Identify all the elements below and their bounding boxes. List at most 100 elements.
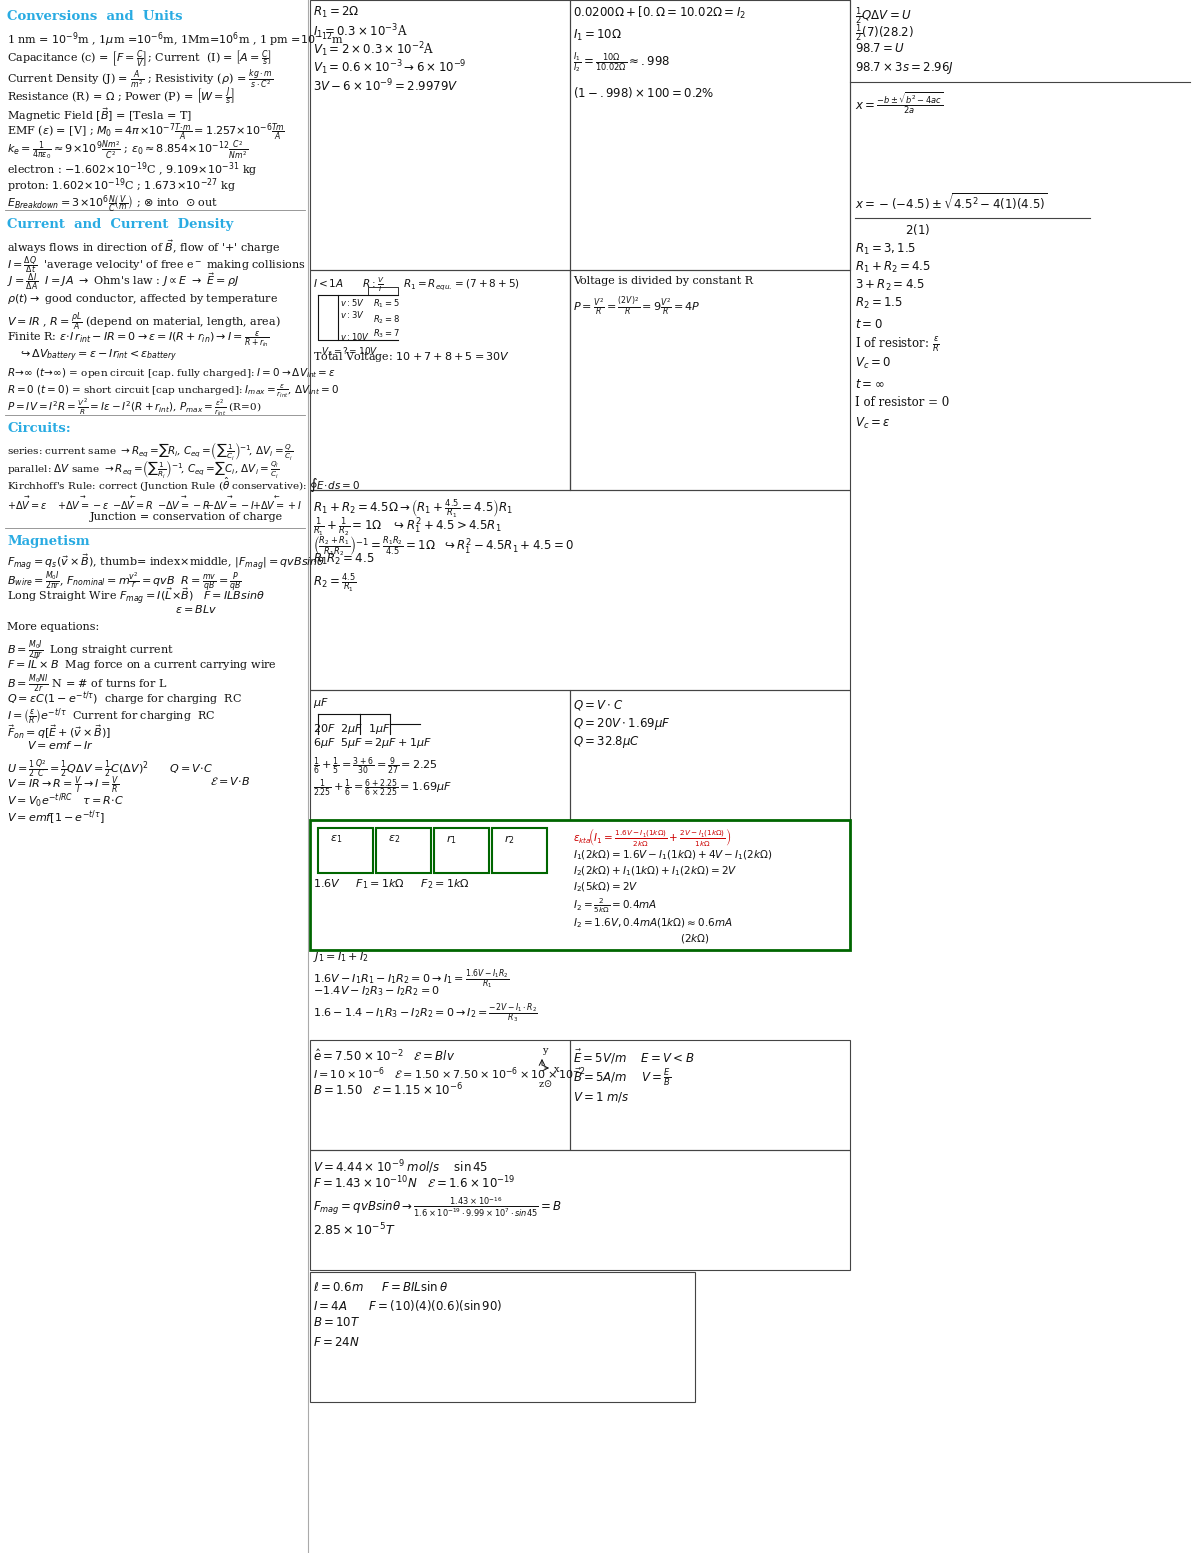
Text: Current Density (J) = $\frac{A}{m^2}$ ; Resistivity ($\rho$) = $\frac{kg\cdot m}: Current Density (J) = $\frac{A}{m^2}$ ; … <box>7 68 274 92</box>
Text: $\overset{\leftarrow}{+\Delta V=+I}$: $\overset{\leftarrow}{+\Delta V=+I}$ <box>252 494 302 512</box>
Text: Capacitance (c) = $\left[F=\frac{C}{V}\right]$; Current  (I) = $\left[A = \frac{: Capacitance (c) = $\left[F=\frac{C}{V}\r… <box>7 48 272 68</box>
Bar <box>310 0 570 270</box>
Text: Current  and  Current  Density: Current and Current Density <box>7 217 233 231</box>
Text: $\frac{1}{2}(7)(28.2)$: $\frac{1}{2}(7)(28.2)$ <box>854 22 914 43</box>
Text: Junction = conservation of charge: Junction = conservation of charge <box>90 512 283 522</box>
Text: $Q = 32.8\mu C$: $Q = 32.8\mu C$ <box>574 735 640 750</box>
Text: $\vec{B}=5A/m$    $V=\frac{E}{B}$: $\vec{B}=5A/m$ $V=\frac{E}{B}$ <box>574 1065 672 1087</box>
Text: $R_1 = 3, 1.5$: $R_1 = 3, 1.5$ <box>854 242 917 258</box>
Text: $F=1.43\times10^{-10}N$   $\mathcal{E}=1.6\times10^{-19}$: $F=1.43\times10^{-10}N$ $\mathcal{E}=1.6… <box>313 1176 515 1191</box>
Text: proton: $1.602\!\times\!10^{-19}$C ; $1.673\!\times\!10^{-27}$ kg: proton: $1.602\!\times\!10^{-19}$C ; $1.… <box>7 175 236 194</box>
Text: $x = \frac{-b \pm \sqrt{b^2-4ac}}{2a}$: $x = \frac{-b \pm \sqrt{b^2-4ac}}{2a}$ <box>854 90 943 115</box>
Text: $\overset{\rightarrow}{+\Delta V=\varepsilon}$: $\overset{\rightarrow}{+\Delta V=\vareps… <box>7 494 47 512</box>
Text: $V_3=?=10V$: $V_3=?=10V$ <box>322 345 378 357</box>
Text: $I_1 = 0.3\times10^{-3}$A: $I_1 = 0.3\times10^{-3}$A <box>313 22 408 40</box>
Text: $0.0200\Omega + [0.\Omega = 10.02\Omega = I_2$: $0.0200\Omega + [0.\Omega = 10.02\Omega … <box>574 5 746 22</box>
Text: $I_1(2k\Omega)=1.6V-I_1(1k\Omega)+4V-I_1(2k\Omega)$: $I_1(2k\Omega)=1.6V-I_1(1k\Omega)+4V-I_1… <box>574 848 772 862</box>
Text: $(2k\Omega)$: $(2k\Omega)$ <box>680 932 709 944</box>
Text: $U=\frac{1}{2}\frac{Q^2}{C}=\frac{1}{2}Q\Delta V=\frac{1}{2}C(\Delta V)^2$      : $U=\frac{1}{2}\frac{Q^2}{C}=\frac{1}{2}Q… <box>7 758 214 780</box>
Text: $-1.4V-I_2R_3-I_2R_2=0$: $-1.4V-I_2R_3-I_2R_2=0$ <box>313 985 440 997</box>
Text: $k_e = \frac{1}{4\pi\varepsilon_0} \approx 9\!\times\!10^{9}\frac{Nm^2}{C^2}$ ; : $k_e = \frac{1}{4\pi\varepsilon_0} \appr… <box>7 140 248 162</box>
Text: $J_1 = I_1+I_2$: $J_1 = I_1+I_2$ <box>313 950 368 964</box>
Text: $V_c = 0$: $V_c = 0$ <box>854 356 890 371</box>
Text: $V = IR$ , $R = \frac{\rho L}{A}$ (depend on material, length, area): $V = IR$ , $R = \frac{\rho L}{A}$ (depen… <box>7 311 281 332</box>
Text: $98.7 = U$: $98.7 = U$ <box>854 42 905 54</box>
Text: $I_2(2k\Omega)+I_1(1k\Omega)+I_1(2k\Omega)=2V$: $I_2(2k\Omega)+I_1(1k\Omega)+I_1(2k\Omeg… <box>574 863 737 877</box>
Text: $I < 1A$      $R: \frac{V}{I}$      $R_1 = R_{equ.}=(7+8+5)$: $I < 1A$ $R: \frac{V}{I}$ $R_1 = R_{equ.… <box>313 276 520 295</box>
Text: $\varepsilon_1$: $\varepsilon_1$ <box>330 832 342 845</box>
Text: $\mathcal{E}=V\!\cdot\!B$: $\mathcal{E}=V\!\cdot\!B$ <box>210 775 251 787</box>
Text: $3+R_2=4.5$: $3+R_2=4.5$ <box>854 278 925 294</box>
Text: $\frac{1}{2}Q\Delta V = U$: $\frac{1}{2}Q\Delta V = U$ <box>854 5 912 26</box>
Bar <box>310 270 570 491</box>
Text: $F=24N$: $F=24N$ <box>313 1336 360 1350</box>
Text: series: current same $\rightarrow R_{eq}=\!\sum\!R_i$, $C_{eq}=\!\left(\sum\frac: series: current same $\rightarrow R_{eq}… <box>7 439 294 461</box>
Text: $Q = 20V\cdot 1.69\mu F$: $Q = 20V\cdot 1.69\mu F$ <box>574 716 671 731</box>
Text: $\vec{F}_{on}=q[\vec{E}+(\vec{v}\times\vec{B})]$: $\vec{F}_{on}=q[\vec{E}+(\vec{v}\times\v… <box>7 724 112 741</box>
Text: 1 nm = $10^{-9}$m , 1$\mu$m =$10^{-6}$m, 1Mm=$10^{6}$m , 1 pm =$10^{-12}$m: 1 nm = $10^{-9}$m , 1$\mu$m =$10^{-6}$m,… <box>7 30 343 48</box>
Text: $r_2$: $r_2$ <box>504 832 515 846</box>
Text: $\mu F$: $\mu F$ <box>313 696 329 710</box>
Text: $V=4.44\times10^{-9}\;mol/s$    $\sin45$: $V=4.44\times10^{-9}\;mol/s$ $\sin45$ <box>313 1159 488 1176</box>
Text: electron : $-1.602\!\times\!10^{-19}$C , $9.109\!\times\!10^{-31}$ kg: electron : $-1.602\!\times\!10^{-19}$C ,… <box>7 160 258 179</box>
Text: $t = \infty$: $t = \infty$ <box>854 377 884 391</box>
Bar <box>318 828 373 873</box>
Text: $\rho(t) \rightarrow$ good conductor, affected by temperature: $\rho(t) \rightarrow$ good conductor, af… <box>7 292 278 306</box>
Bar <box>570 690 850 820</box>
Text: $I=4A$      $F=(10)(4)(0.6)(\sin90)$: $I=4A$ $F=(10)(4)(0.6)(\sin90)$ <box>313 1298 503 1312</box>
Text: $\overset{\rightarrow}{-\Delta V=-I}$: $\overset{\rightarrow}{-\Delta V=-I}$ <box>205 494 256 512</box>
Text: parallel: $\Delta V$ same $\rightarrow R_{eq}=\!\left(\sum\frac{1}{R_i}\right)^{: parallel: $\Delta V$ same $\rightarrow R… <box>7 458 280 480</box>
Text: $\ell=0.6m$     $F=BIL\sin\theta$: $\ell=0.6m$ $F=BIL\sin\theta$ <box>313 1280 449 1294</box>
Text: $\frac{1}{6}+\frac{1}{5}=\frac{3+6}{30}=\frac{9}{27}=2.25$: $\frac{1}{6}+\frac{1}{5}=\frac{3+6}{30}=… <box>313 756 438 778</box>
Text: $r_1$: $r_1$ <box>446 832 457 846</box>
Text: $R_1+R_2=4.5\Omega \rightarrow \left(R_1+\frac{4.5}{R_1}=4.5\right)R_1$: $R_1+R_2=4.5\Omega \rightarrow \left(R_1… <box>313 497 512 520</box>
Text: $3V - 6\times10^{-9} = 2.9979V$: $3V - 6\times10^{-9} = 2.9979V$ <box>313 78 458 95</box>
Text: $B_{wire}=\frac{M_0 I}{2\pi r}$, $F_{nominal}=m\frac{v^2}{r}=qvB$  $R=\frac{mv}{: $B_{wire}=\frac{M_0 I}{2\pi r}$, $F_{nom… <box>7 570 242 595</box>
Text: $I_2=1.6V, 0.4mA(1k\Omega) \approx 0.6mA$: $I_2=1.6V, 0.4mA(1k\Omega) \approx 0.6mA… <box>574 916 733 930</box>
Text: $B=10T$: $B=10T$ <box>313 1315 360 1329</box>
Text: $I_2=\frac{2}{5k\Omega}=0.4mA$: $I_2=\frac{2}{5k\Omega}=0.4mA$ <box>574 898 658 915</box>
Text: $\overset{\rightarrow}{-\Delta V=-R}$: $\overset{\rightarrow}{-\Delta V=-R}$ <box>157 494 210 512</box>
Bar <box>310 1041 570 1151</box>
Text: Magnetism: Magnetism <box>7 534 90 548</box>
Text: $R_2=1.5$: $R_2=1.5$ <box>854 297 902 311</box>
Bar <box>376 828 431 873</box>
Text: $P = \frac{V^2}{R} = \frac{(2V)^2}{R} = 9\frac{V^2}{R} = 4P$: $P = \frac{V^2}{R} = \frac{(2V)^2}{R} = … <box>574 295 701 317</box>
Text: $\vec{E}=5V/m$    $E=V < B$: $\vec{E}=5V/m$ $E=V < B$ <box>574 1048 695 1065</box>
Text: $\frac{1}{R_1}+\frac{1}{R_2}=1\Omega$   $\hookrightarrow R_1^2+4.5 > 4.5R_1$: $\frac{1}{R_1}+\frac{1}{R_2}=1\Omega$ $\… <box>313 516 502 539</box>
Text: Circuits:: Circuits: <box>7 422 71 435</box>
Text: $\frac{1}{2.25}+\frac{1}{6}=\frac{6+2.25}{6\times2.25}=1.69\mu F$: $\frac{1}{2.25}+\frac{1}{6}=\frac{6+2.25… <box>313 778 451 800</box>
Bar <box>310 1151 850 1270</box>
Text: $F_{mag}=q_s(\vec{v}\times\vec{B})$, thumb= index$\times$middle, $|F_{mag}|=qvBs: $F_{mag}=q_s(\vec{v}\times\vec{B})$, thu… <box>7 553 325 573</box>
Text: $\overset{\rightarrow}{+\Delta V=-\varepsilon}$: $\overset{\rightarrow}{+\Delta V=-\varep… <box>58 494 109 512</box>
Text: $\varepsilon = BLv$: $\varepsilon = BLv$ <box>175 603 217 615</box>
Text: $E_{Breakdown} = 3\!\times\!10^{6}\frac{N}{C}\!\left(\frac{V}{m}\right)$ ; $\oti: $E_{Breakdown} = 3\!\times\!10^{6}\frac{… <box>7 193 218 214</box>
Text: $R_1 R_2 = 4.5$: $R_1 R_2 = 4.5$ <box>313 551 374 567</box>
Text: $V=V_0 e^{-t/RC}$   $\tau = R\!\cdot\!C$: $V=V_0 e^{-t/RC}$ $\tau = R\!\cdot\!C$ <box>7 792 125 811</box>
Text: always flows in direction of $\vec{B}$, flow of '+' charge: always flows in direction of $\vec{B}$, … <box>7 238 281 256</box>
Text: $R_2 = \frac{4.5}{R_1}$: $R_2 = \frac{4.5}{R_1}$ <box>313 572 356 595</box>
Text: Conversions  and  Units: Conversions and Units <box>7 9 182 23</box>
Text: $2.85\times10^{-5}T$: $2.85\times10^{-5}T$ <box>313 1222 396 1239</box>
Text: Resistance (R) = $\Omega$ ; Power (P) = $\left[W = \frac{J}{s}\right]$: Resistance (R) = $\Omega$ ; Power (P) = … <box>7 85 235 107</box>
Text: $R_2=8$: $R_2=8$ <box>373 314 400 326</box>
Text: $20F$  $2\mu F$  $1\mu F$: $20F$ $2\mu F$ $1\mu F$ <box>313 722 391 736</box>
Text: I of resistor = 0: I of resistor = 0 <box>854 396 949 408</box>
Text: $V=1\;m/s$: $V=1\;m/s$ <box>574 1090 629 1104</box>
Text: I of resistor: $\frac{\varepsilon}{R}$: I of resistor: $\frac{\varepsilon}{R}$ <box>854 335 940 356</box>
Text: $v:3V$: $v:3V$ <box>340 309 365 320</box>
Bar <box>492 828 547 873</box>
Text: $R_1 = 2\Omega$: $R_1 = 2\Omega$ <box>313 5 359 20</box>
Text: EMF ($\varepsilon$) = [V] ; $M_0 = 4\pi\!\times\!10^{-7}\frac{T\!\cdot\!m}{A} = : EMF ($\varepsilon$) = [V] ; $M_0 = 4\pi\… <box>7 123 284 143</box>
Bar <box>570 270 850 491</box>
Text: $B=\frac{M_0 I}{2\pi r}$  Long straight current: $B=\frac{M_0 I}{2\pi r}$ Long straight c… <box>7 638 174 660</box>
Text: $6\mu F$  $5\mu F = 2\mu F + 1\mu F$: $6\mu F$ $5\mu F = 2\mu F + 1\mu F$ <box>313 736 432 750</box>
Text: $\hookrightarrow \Delta V_{battery} = \varepsilon - Ir_{int} < \varepsilon_{batt: $\hookrightarrow \Delta V_{battery} = \v… <box>18 348 178 365</box>
Text: $B=1.50$   $\mathcal{E}=1.15\times10^{-6}$: $B=1.50$ $\mathcal{E}=1.15\times10^{-6}$ <box>313 1082 463 1098</box>
Bar <box>570 0 850 270</box>
Text: $B=\frac{M_0 NI}{2r}$ N = # of turns for L: $B=\frac{M_0 NI}{2r}$ N = # of turns for… <box>7 672 167 694</box>
Text: $Q = V\cdot C$: $Q = V\cdot C$ <box>574 697 623 711</box>
Text: $1.6V-I_1R_1-I_1R_2=0 \rightarrow I_1=\frac{1.6V-I_1R_2}{R_1}$: $1.6V-I_1R_1-I_1R_2=0 \rightarrow I_1=\f… <box>313 968 510 991</box>
Text: $R_1=5$: $R_1=5$ <box>373 297 400 309</box>
Bar <box>310 690 570 820</box>
